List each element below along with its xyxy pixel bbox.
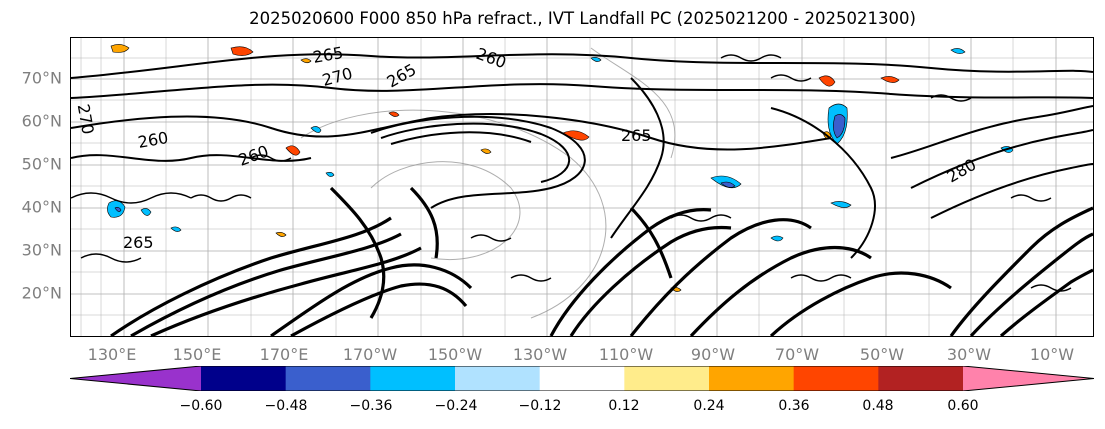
colorbar-segment <box>201 366 287 391</box>
colorbar-segment <box>624 366 710 391</box>
lon-label: 30°W <box>946 345 992 364</box>
lon-label: 50°W <box>859 345 905 364</box>
colorbar-segment <box>709 366 795 391</box>
contour-label: 265 <box>123 233 154 252</box>
colorbar-segment <box>370 366 456 391</box>
colorbar-segment <box>285 366 371 391</box>
colorbar-extension-low <box>70 366 201 391</box>
colorbar-tick-label: −0.48 <box>264 398 308 414</box>
colorbar-extension-high <box>963 366 1094 391</box>
noise-contours <box>71 54 1072 292</box>
map-canvas: 265 260 270 265 260 270 265 260 265 280 <box>71 38 1093 336</box>
contour-label: 265 <box>311 43 344 67</box>
lon-label: 170°W <box>342 345 398 364</box>
colorbar-tick-label: 0.12 <box>608 398 640 414</box>
dense-contours <box>110 186 1093 336</box>
lon-label: 110°W <box>598 345 654 364</box>
contour-label-group: 265 260 270 265 260 270 265 260 265 280 <box>74 43 980 252</box>
colorbar-tick-label: 0.36 <box>778 398 810 414</box>
contour-label: 260 <box>236 141 271 169</box>
contour-label: 260 <box>474 44 509 72</box>
lat-label-70n: 70°N <box>21 68 62 88</box>
refractivity-contours <box>71 53 1093 259</box>
colorbar-tick-label: 0.48 <box>862 398 894 414</box>
lon-label: 70°W <box>774 345 820 364</box>
lon-label: 130°W <box>512 345 568 364</box>
contour-label: 260 <box>136 128 169 152</box>
lat-label-50n: 50°N <box>21 154 62 174</box>
colorbar-tick-label: 0.60 <box>947 398 979 414</box>
colorbar-tick-label: −0.12 <box>518 398 562 414</box>
contour-label: 270 <box>74 103 98 136</box>
contour-label: 265 <box>384 60 420 92</box>
colorbar <box>70 366 1094 391</box>
colorbar-segment <box>878 366 964 391</box>
lat-label-30n: 30°N <box>21 240 62 260</box>
lon-label: 170°E <box>259 345 309 364</box>
colorbar-tick-label: −0.24 <box>434 398 478 414</box>
lat-label-40n: 40°N <box>21 197 62 217</box>
lon-label: 90°W <box>690 345 736 364</box>
contour-label: 265 <box>621 126 652 145</box>
lon-label: 10°W <box>1029 345 1075 364</box>
graticule <box>71 38 1093 336</box>
colorbar-segment <box>793 366 879 391</box>
colorbar-segment <box>539 366 625 391</box>
lat-label-20n: 20°N <box>21 283 62 303</box>
colorbar-tick-label: −0.60 <box>179 398 223 414</box>
colorbar-segments <box>70 366 1094 391</box>
lon-label: 150°W <box>427 345 483 364</box>
lat-label-60n: 60°N <box>21 111 62 131</box>
contour-label: 270 <box>320 64 354 90</box>
lon-label: 150°E <box>172 345 222 364</box>
secondary-contours <box>300 47 676 319</box>
lon-label: 130°E <box>87 345 137 364</box>
colorbar-tick-label: 0.24 <box>693 398 725 414</box>
map-panel: 265 260 270 265 260 270 265 260 265 280 <box>70 37 1094 337</box>
colorbar-segment <box>455 366 541 391</box>
colorbar-tick-label: −0.36 <box>349 398 393 414</box>
plot-title: 2025020600 F000 850 hPa refract., IVT La… <box>249 9 916 28</box>
